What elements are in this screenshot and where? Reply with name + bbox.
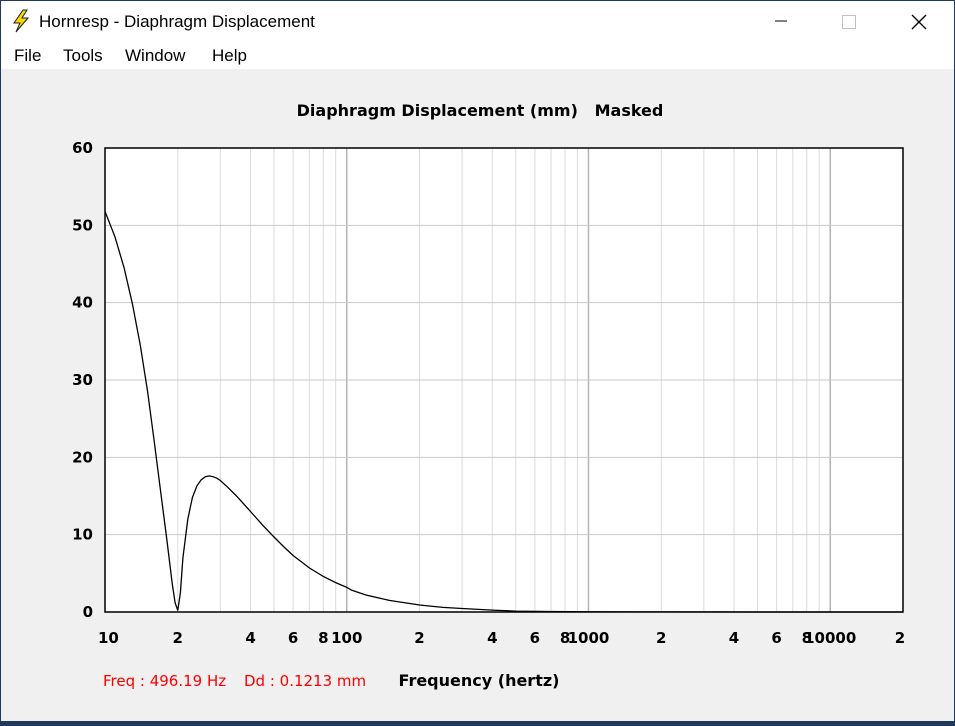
x-tick-label: 2: [414, 629, 424, 647]
frequency-readout: Freq : 496.19 Hz: [103, 672, 226, 690]
y-tick-label: 60: [72, 139, 93, 157]
menu-bar: File Tools Window Help: [1, 41, 954, 69]
x-tick-label: 6: [288, 629, 298, 647]
x-tick-label: 6: [530, 629, 540, 647]
maximize-button[interactable]: [827, 1, 873, 41]
x-axis-label: Frequency (hertz): [399, 671, 560, 690]
y-tick-label: 30: [72, 371, 93, 389]
window-title: Hornresp - Diaphragm Displacement: [39, 12, 315, 31]
x-tick-label: 4: [487, 629, 497, 647]
x-tick-label: 10: [98, 629, 119, 647]
x-tick-label: 1000: [568, 629, 610, 647]
y-tick-label: 10: [72, 526, 93, 544]
x-tick-label: 8: [318, 629, 328, 647]
x-tick-label: 8: [802, 629, 812, 647]
x-tick-label: 8: [560, 629, 570, 647]
close-button[interactable]: [896, 1, 942, 41]
menu-file[interactable]: File: [14, 46, 42, 65]
horizontal-grid: [105, 224, 903, 536]
menu-tools[interactable]: Tools: [63, 46, 103, 65]
minimize-icon: [775, 20, 787, 22]
chart-title: Diaphragm Displacement (mm) Masked: [297, 101, 664, 120]
x-tick-label: 2: [895, 629, 905, 647]
lightning-icon: [10, 9, 32, 33]
x-tick-label: 2: [173, 629, 183, 647]
x-tick-label: 4: [245, 629, 255, 647]
displacement-readout: Dd : 0.1213 mm: [244, 672, 366, 690]
maximize-icon: [842, 15, 856, 29]
y-tick-label: 0: [83, 603, 93, 621]
chart-panel: 0 10 20 30 40 50 60 10 2 4 6 8 100 2 4 6 8 1000 2 4 6 8 10000…: [1, 69, 954, 721]
x-tick-label: 100: [331, 629, 362, 647]
y-tick-label: 40: [72, 294, 93, 312]
x-tick-label: 2: [656, 629, 666, 647]
x-tick-label: 4: [729, 629, 739, 647]
menu-help[interactable]: Help: [212, 46, 247, 65]
menu-window[interactable]: Window: [125, 46, 186, 65]
y-tick-label: 50: [72, 216, 93, 234]
displacement-curve: [104, 211, 903, 613]
x-tick-label: 6: [771, 629, 781, 647]
x-tick-label: 10000: [804, 629, 856, 647]
plot-frame: [104, 147, 904, 613]
close-icon: [911, 14, 927, 30]
y-tick-label: 20: [72, 448, 93, 466]
title-bar[interactable]: Hornresp - Diaphragm Displacement: [1, 1, 954, 41]
y-tick-labels: 0 10 20 30 40 50 60: [72, 139, 93, 621]
minimize-button[interactable]: [758, 1, 804, 41]
